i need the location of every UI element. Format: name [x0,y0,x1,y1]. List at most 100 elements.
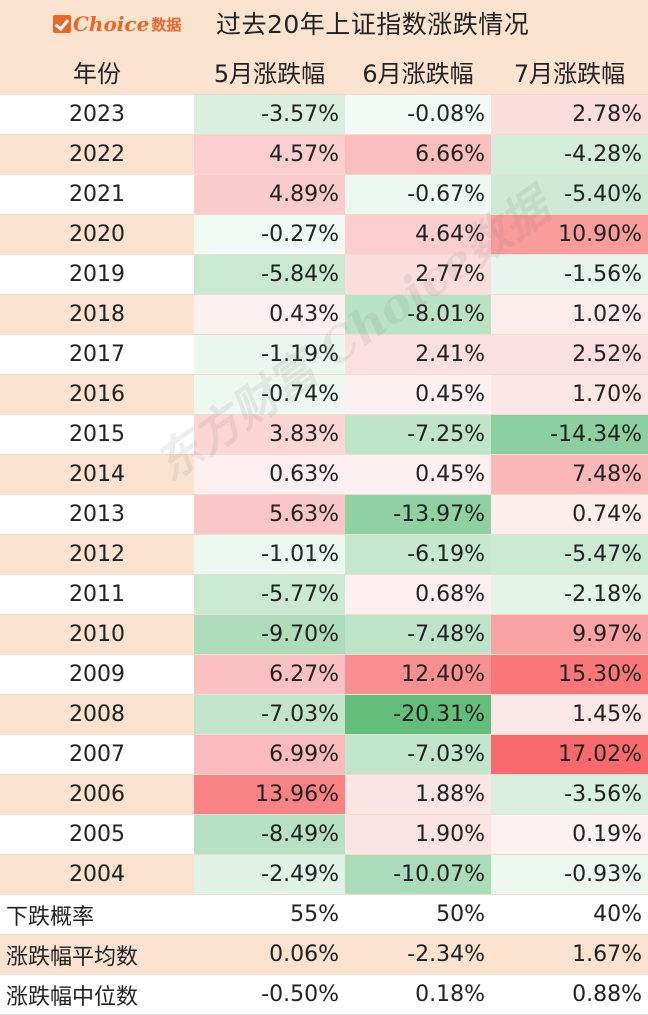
jun-change-cell: -0.67% [345,175,491,214]
table-row: 2019 -5.84% 2.77% -1.56% [0,255,648,295]
jun-summary-cell: -2.34% [407,942,485,967]
may-change-cell: -0.74% [194,375,345,414]
year-cell: 2011 [69,582,125,607]
jul-change-cell: -0.93% [491,855,648,894]
column-header-jul: 7月涨跌幅 [513,59,626,88]
jun-change-cell: 6.66% [345,135,491,174]
jul-change-cell: 2.78% [491,95,648,134]
jul-summary-cell: 40% [593,902,642,927]
table-row: 2013 5.63% -13.97% 0.74% [0,495,648,535]
jun-summary-cell: 50% [436,902,485,927]
table-row: 2021 4.89% -0.67% -5.40% [0,175,648,215]
jun-change-cell: 1.90% [345,815,491,854]
may-summary-cell: 0.06% [269,942,339,967]
year-cell: 2023 [69,102,125,127]
year-cell: 2008 [0,695,194,734]
year-cell: 2006 [0,775,194,814]
may-change-cell: 0.43% [194,295,345,334]
may-change-cell: -3.57% [194,95,345,134]
year-cell: 2020 [0,215,194,254]
title-bar: Choice 数据 过去20年上证指数涨跌情况 [0,0,648,49]
jun-summary-cell: 0.18% [415,982,485,1007]
table-header: 年份 5月涨跌幅 6月涨跌幅 7月涨跌幅 [0,48,648,95]
jul-change-cell: 15.30% [491,655,648,694]
may-change-cell: -1.19% [194,335,345,374]
jul-change-cell: -4.28% [491,135,648,174]
may-change-cell: -7.03% [194,695,345,734]
summary-row: 涨跌幅平均数 0.06% -2.34% 1.67% [0,935,648,975]
jun-change-cell: 4.64% [345,215,491,254]
logo-suffix: 数据 [151,15,182,34]
jun-change-cell: -13.97% [345,495,491,534]
jul-change-cell: 17.02% [491,735,648,774]
year-cell: 2022 [0,135,194,174]
may-change-cell: 13.96% [194,775,345,814]
jul-change-cell: -14.34% [491,415,648,454]
jun-change-cell: -7.03% [345,735,491,774]
may-change-cell: 0.63% [194,455,345,494]
summary-row: 下跌概率 55% 50% 40% [0,895,648,935]
table-row: 2011 -5.77% 0.68% -2.18% [0,575,648,615]
choice-logo: Choice 数据 [53,10,181,38]
table-row: 2020 -0.27% 4.64% 10.90% [0,215,648,255]
jul-change-cell: 1.70% [491,375,648,414]
jun-change-cell: 2.41% [345,335,491,374]
year-cell: 2016 [0,375,194,414]
table-row: 2018 0.43% -8.01% 1.02% [0,295,648,335]
year-cell: 2004 [0,855,194,894]
table-row: 2005 -8.49% 1.90% 0.19% [0,815,648,855]
summary-row: 涨跌幅中位数 -0.50% 0.18% 0.88% [0,975,648,1015]
jun-change-cell: 2.77% [345,255,491,294]
may-change-cell: 4.89% [194,175,345,214]
jul-change-cell: -5.47% [491,535,648,574]
jul-change-cell: -1.56% [491,255,648,294]
column-header-year: 年份 [73,59,121,88]
may-change-cell: 5.63% [194,495,345,534]
jun-change-cell: 0.45% [345,455,491,494]
may-change-cell: 4.57% [194,135,345,174]
jul-change-cell: -2.18% [491,575,648,614]
year-cell: 2017 [69,342,125,367]
year-cell: 2012 [0,535,194,574]
may-summary-cell: 55% [290,902,339,927]
year-cell: 2009 [69,662,125,687]
jun-change-cell: 0.68% [345,575,491,614]
table-row: 2004 -2.49% -10.07% -0.93% [0,855,648,895]
table-row: 2006 13.96% 1.88% -3.56% [0,775,648,815]
table-row: 2014 0.63% 0.45% 7.48% [0,455,648,495]
may-change-cell: -2.49% [194,855,345,894]
year-cell: 2021 [69,182,125,207]
jun-change-cell: -0.08% [345,95,491,134]
jun-change-cell: -7.25% [345,415,491,454]
year-cell: 2018 [0,295,194,334]
year-cell: 2005 [69,822,125,847]
table-row: 2016 -0.74% 0.45% 1.70% [0,375,648,415]
jun-change-cell: -6.19% [345,535,491,574]
jun-change-cell: -8.01% [345,295,491,334]
jul-change-cell: 1.45% [491,695,648,734]
jul-change-cell: 9.97% [491,615,648,654]
checkmark-icon [53,15,71,33]
table-row: 2023 -3.57% -0.08% 2.78% [0,95,648,135]
year-cell: 2019 [69,262,125,287]
table-row: 2010 -9.70% -7.48% 9.97% [0,615,648,655]
jun-change-cell: -7.48% [345,615,491,654]
may-change-cell: 6.27% [194,655,345,694]
column-header-jun: 6月涨跌幅 [362,59,474,88]
jul-summary-cell: 1.67% [572,942,642,967]
summary-label: 涨跌幅中位数 [6,984,139,1010]
year-cell: 2013 [69,502,125,527]
summary-label: 下跌概率 [6,904,95,930]
table-row: 2008 -7.03% -20.31% 1.45% [0,695,648,735]
jun-change-cell: -20.31% [345,695,491,734]
may-change-cell: 3.83% [194,415,345,454]
year-cell: 2015 [69,422,125,447]
may-change-cell: -8.49% [194,815,345,854]
table-row: 2007 6.99% -7.03% 17.02% [0,735,648,775]
jun-change-cell: -10.07% [345,855,491,894]
page-title: 过去20年上证指数涨跌情况 [216,10,530,39]
jun-change-cell: 1.88% [345,775,491,814]
table-row: 2009 6.27% 12.40% 15.30% [0,655,648,695]
jul-change-cell: 0.19% [491,815,648,854]
jul-change-cell: 10.90% [491,215,648,254]
